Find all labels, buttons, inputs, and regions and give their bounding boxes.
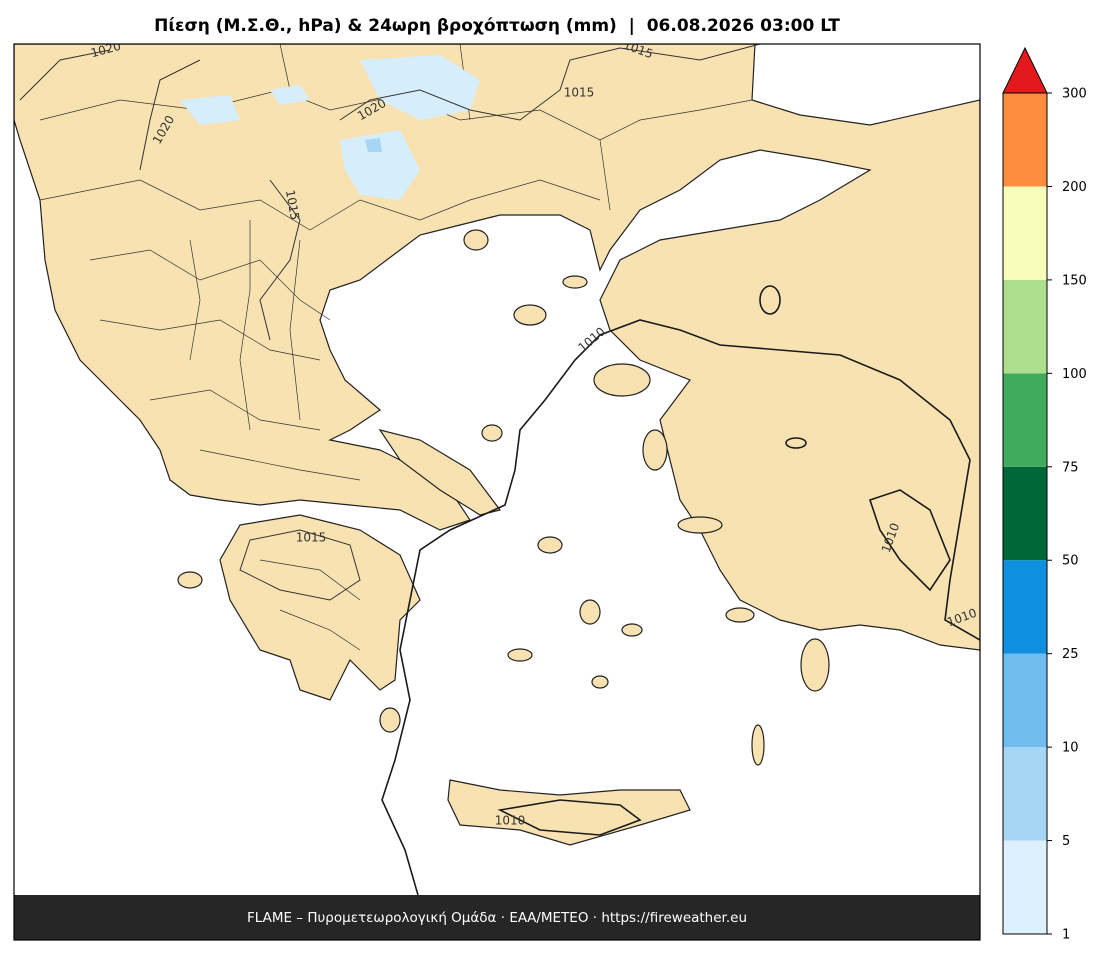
precipitation — [180, 55, 480, 200]
colorbar-tick-label: 1 — [1062, 928, 1070, 943]
colorbar-segment — [1003, 186, 1047, 280]
colorbar-segment — [1003, 466, 1047, 561]
colorbar-segment — [1003, 840, 1047, 934]
colorbar-segment — [1003, 93, 1047, 187]
colorbar-extend — [1002, 46, 1048, 94]
crete — [447, 779, 691, 846]
mainland — [14, 44, 980, 651]
colorbar-tick-label: 50 — [1062, 554, 1079, 569]
colorbar-tick-label: 75 — [1062, 460, 1079, 475]
colorbar-segment — [1003, 747, 1047, 841]
peloponnese — [219, 514, 421, 701]
map: 1020 1020 1020 1015 1015 1015 1015 1010 … — [14, 44, 980, 940]
colorbar-tick-label: 200 — [1062, 180, 1087, 195]
isobar-label: 1015 — [564, 86, 595, 100]
colorbar-frame — [1002, 92, 1048, 935]
isobars — [19, 44, 980, 896]
colorbar-tick-label: 300 — [1062, 87, 1087, 102]
isobar-label: 1015 — [296, 531, 327, 545]
colorbar-tick-label: 10 — [1062, 741, 1079, 756]
colorbar-segment — [1003, 279, 1047, 374]
footer-band — [14, 895, 980, 940]
colorbar-segment — [1003, 653, 1047, 748]
isobar-label: 1010 — [495, 814, 526, 828]
footer: FLAME – Πυρομετεωρολογική Ομάδα · ΕΑΑ/ME… — [247, 910, 747, 926]
colorbar-segment — [1003, 560, 1047, 654]
islands — [177, 229, 830, 766]
colorbar-tick-label: 150 — [1062, 273, 1087, 288]
isobar-label: 1015 — [283, 189, 302, 222]
colorbar: 1 5 10 25 50 75 100 150 200 300 — [1002, 46, 1087, 943]
colorbar-tick-label: 25 — [1062, 647, 1079, 662]
map-frame — [13, 43, 981, 941]
colorbar-tick-label: 100 — [1062, 367, 1087, 382]
title: Πίεση (Μ.Σ.Θ., hPa) & 24ωρη βροχόπτωση (… — [154, 16, 840, 36]
colorbar-tick-label: 5 — [1062, 834, 1070, 849]
colorbar-segment — [1003, 373, 1047, 467]
